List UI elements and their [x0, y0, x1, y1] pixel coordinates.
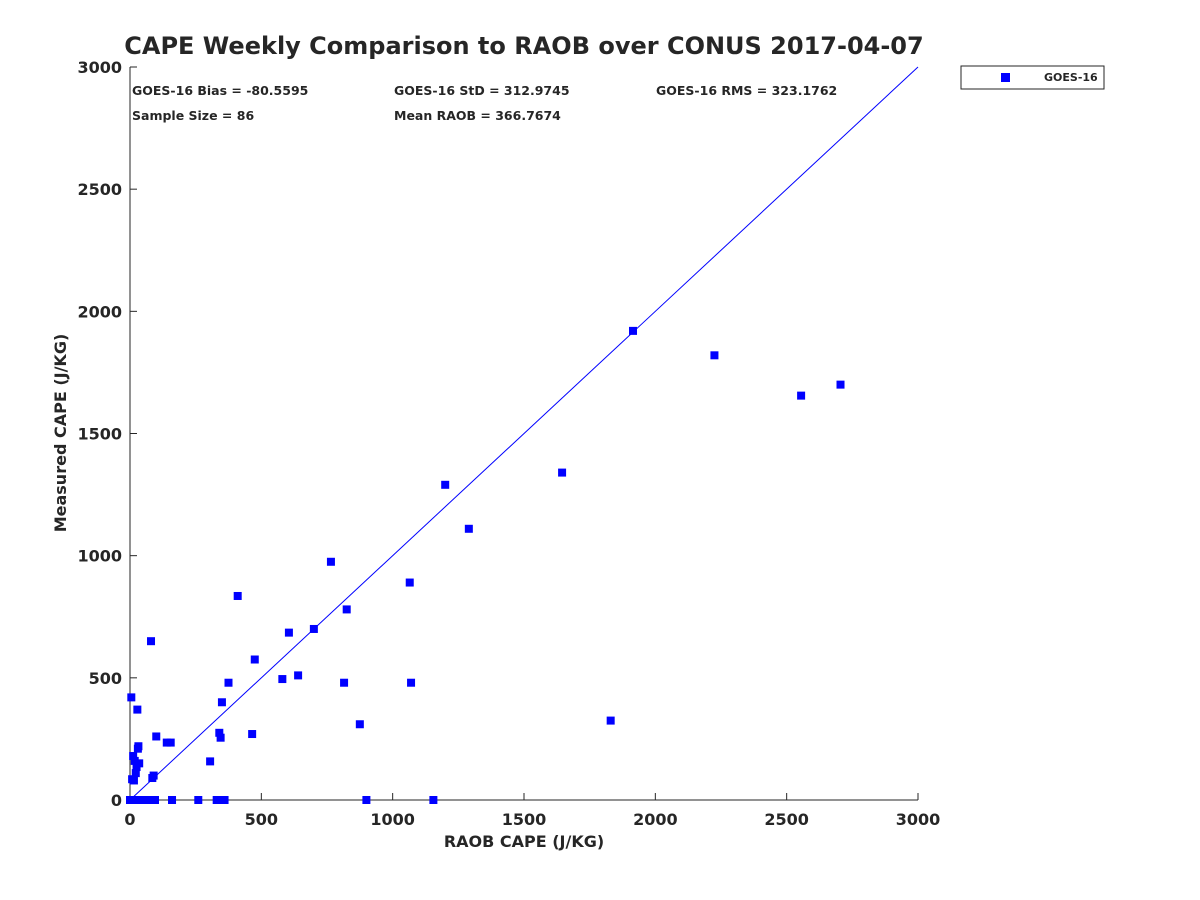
x-tick-label: 3000 — [896, 810, 941, 829]
data-point — [362, 796, 371, 804]
data-point — [220, 796, 229, 804]
data-point — [233, 591, 242, 600]
stat-sample-size: Sample Size = 86 — [132, 108, 254, 123]
x-tick-label: 0 — [124, 810, 135, 829]
data-point — [429, 796, 438, 804]
data-point — [168, 796, 177, 804]
data-point — [166, 738, 175, 747]
y-tick-label: 3000 — [77, 58, 122, 77]
data-point — [606, 716, 615, 725]
y-axis-label: Measured CAPE (J/KG) — [51, 334, 70, 533]
data-point — [250, 655, 259, 664]
x-tick-label: 1000 — [370, 810, 415, 829]
x-tick-label: 2000 — [633, 810, 678, 829]
data-point — [797, 391, 806, 400]
data-point — [836, 380, 845, 389]
data-point — [355, 720, 364, 729]
stats-annotations: GOES-16 Bias = -80.5595 GOES-16 StD = 31… — [132, 83, 837, 123]
data-point — [224, 678, 233, 687]
x-tick-label: 2500 — [764, 810, 809, 829]
y-tick-label: 0 — [111, 791, 122, 810]
y-tick-label: 500 — [89, 669, 122, 688]
data-point — [464, 524, 473, 533]
data-point — [149, 771, 158, 780]
data-point — [284, 628, 293, 637]
legend-label-goes16: GOES-16 — [1044, 71, 1098, 84]
data-point — [342, 605, 351, 614]
plot-area: 0 500 1000 1500 2000 2500 3000 0 500 1000 1500 2000… — [77, 58, 940, 829]
x-tick-label: 1500 — [502, 810, 547, 829]
data-point — [206, 757, 215, 766]
y-tick-label: 2500 — [77, 180, 122, 199]
stat-bias: GOES-16 Bias = -80.5595 — [132, 83, 308, 98]
axis-ticks: 0 500 1000 1500 2000 2500 3000 0 500 1000 1500 2000… — [77, 58, 940, 829]
data-point — [278, 675, 287, 684]
data-point — [441, 480, 450, 489]
data-point — [215, 728, 224, 737]
data-point — [216, 733, 225, 742]
chart-title: CAPE Weekly Comparison to RAOB over CONU… — [124, 32, 923, 60]
x-tick-label: 500 — [245, 810, 278, 829]
legend-box — [960, 65, 1105, 90]
data-point — [710, 351, 719, 360]
stat-std: GOES-16 StD = 312.9745 — [394, 83, 570, 98]
data-point — [135, 759, 144, 768]
data-point — [129, 752, 138, 761]
data-point — [248, 730, 257, 739]
y-tick-label: 1000 — [77, 547, 122, 566]
data-point — [133, 705, 142, 714]
data-point — [152, 732, 161, 741]
data-point — [150, 796, 159, 804]
data-point — [558, 468, 567, 477]
data-point — [131, 769, 140, 778]
legend[interactable]: GOES-16 — [960, 65, 1105, 90]
y-tick-label: 1500 — [77, 425, 122, 444]
data-point — [340, 678, 349, 687]
data-point — [129, 776, 138, 785]
data-point — [629, 326, 638, 335]
data-point — [294, 671, 303, 680]
y-tick-label: 2000 — [77, 302, 122, 321]
data-point — [217, 698, 226, 707]
stat-mean-raob: Mean RAOB = 366.7674 — [394, 108, 561, 123]
data-point — [127, 693, 136, 702]
data-point — [405, 578, 414, 587]
data-point — [194, 796, 203, 804]
data-point — [326, 557, 335, 566]
data-point — [130, 756, 139, 765]
data-point — [309, 624, 318, 633]
data-point — [147, 637, 156, 646]
data-point — [407, 678, 416, 687]
data-point — [134, 742, 143, 751]
x-axis-label: RAOB CAPE (J/KG) — [444, 832, 604, 851]
one-to-one-line — [129, 66, 919, 801]
stat-rms: GOES-16 RMS = 323.1762 — [656, 83, 837, 98]
legend-marker-goes16 — [1001, 73, 1010, 82]
data-points — [126, 326, 845, 804]
